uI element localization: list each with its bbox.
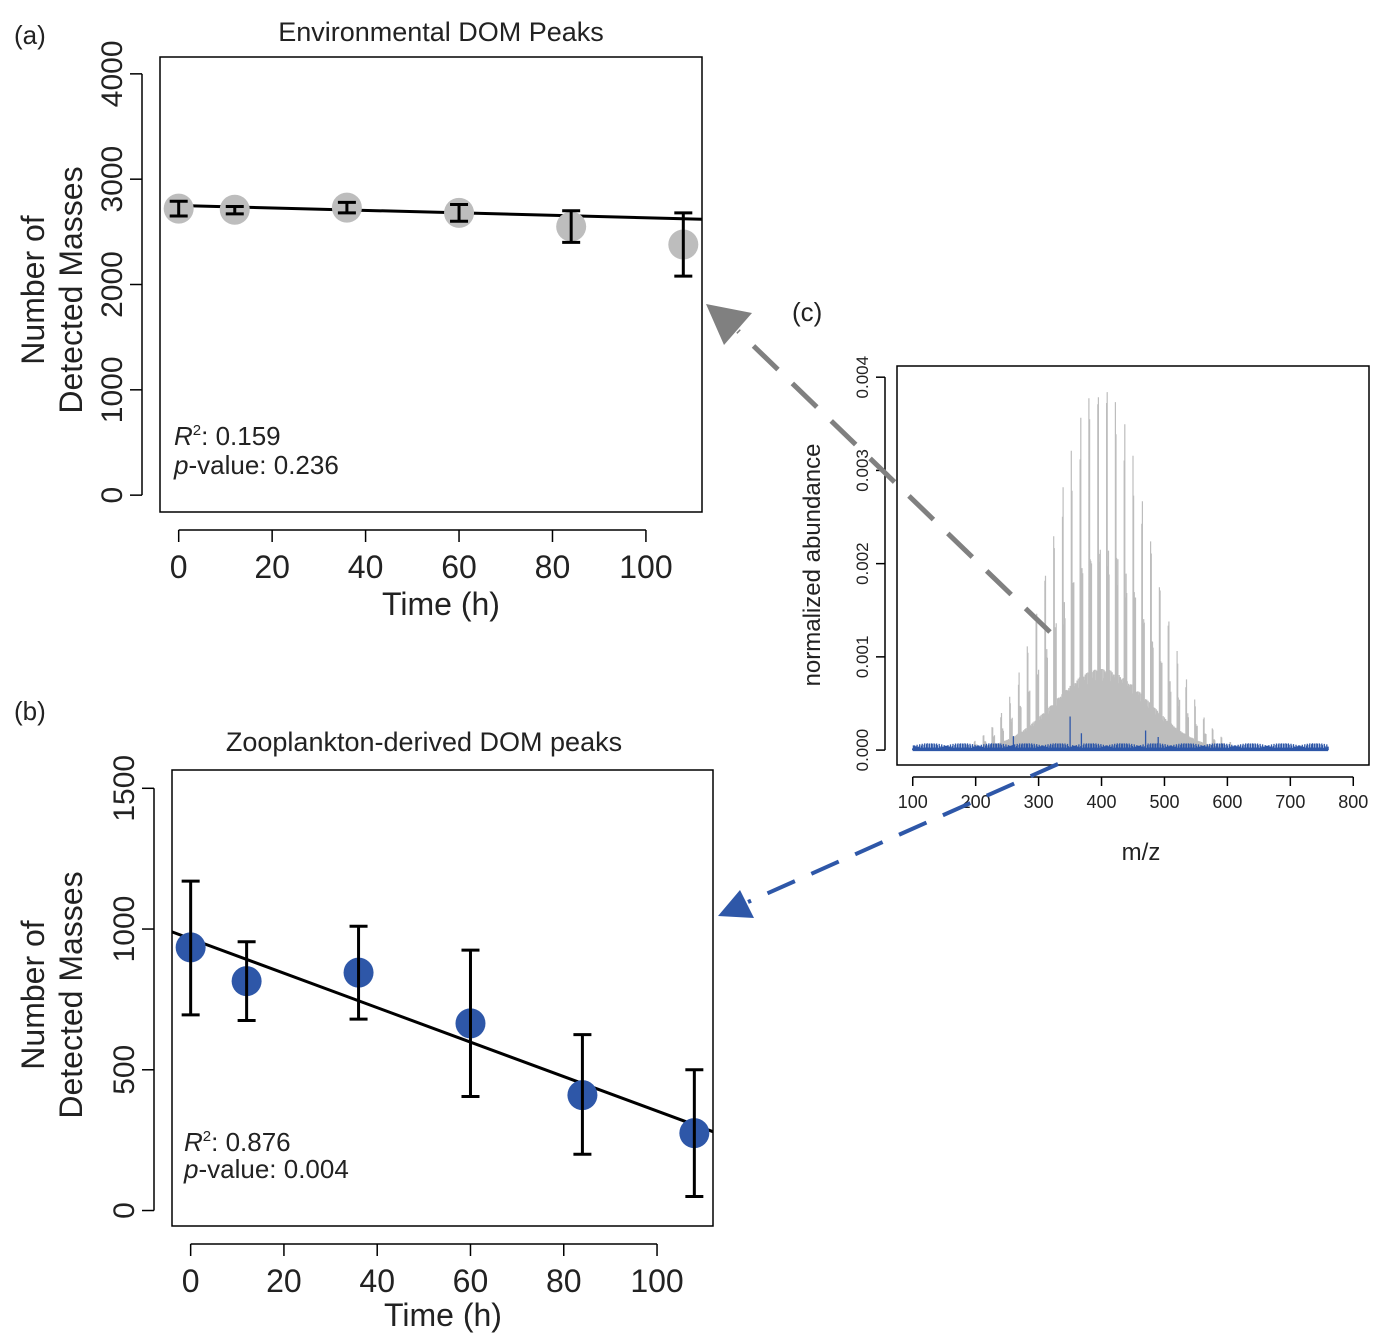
x-tick-label-a: 100 (619, 549, 672, 585)
x-tick-label-c: 300 (1024, 792, 1054, 812)
stats-p-b: p-value: 0.004 (183, 1154, 349, 1184)
x-tick-label-b: 80 (546, 1263, 582, 1299)
y-axis-label-a-line2: Detected Masses (53, 166, 89, 413)
stats-r2-b: R2: 0.876 (184, 1127, 291, 1157)
x-axis-label-c: m/z (1122, 839, 1161, 866)
x-tick-label-c: 400 (1087, 792, 1117, 812)
chart-c-axes: 100 200 300 400 500 600 700 800 0.000 0.001 0.002 0… (853, 356, 1370, 812)
y-tick-label-c: 0.004 (853, 356, 872, 399)
arrow-shaft-to-a (736, 329, 1052, 634)
x-tick-label-b: 60 (453, 1263, 489, 1299)
x-tick-label-c: 500 (1149, 792, 1179, 812)
y-axis-label-b-line2: Detected Masses (53, 871, 89, 1118)
x-tick-label-a: 40 (348, 549, 384, 585)
panel-label-a: (a) (14, 20, 46, 50)
x-axis-label-b: Time (h) (384, 1297, 502, 1333)
panel-label-c: (c) (792, 297, 822, 327)
arrow-shaft-to-b (747, 762, 1059, 904)
arrow-head-to-b (718, 890, 754, 918)
arrow-head-to-a (706, 304, 752, 345)
y-axis-label-a-line1: Number of (15, 215, 51, 365)
y-tick-label-b: 1500 (108, 755, 141, 822)
x-tick-label-a: 20 (254, 549, 290, 585)
x-tick-label-b: 40 (359, 1263, 395, 1299)
x-tick-label-a: 0 (170, 549, 188, 585)
regression-line-a (178, 204, 703, 221)
x-tick-label-b: 100 (630, 1263, 683, 1299)
chart-a-marks (163, 192, 703, 278)
x-tick-label-a: 80 (535, 549, 571, 585)
x-tick-label-c: 700 (1275, 792, 1305, 812)
x-axis-label-a: Time (h) (382, 586, 500, 622)
y-tick-label-c: 0.001 (853, 636, 872, 679)
regression-line-b (171, 930, 714, 1134)
x-tick-label-c: 100 (898, 792, 928, 812)
plot-frame-b (171, 769, 714, 1227)
chart-b-marks (171, 879, 714, 1198)
y-axis-label-c: normalized abundance (799, 444, 826, 687)
y-axis-label-b-line1: Number of (15, 920, 51, 1070)
plot-frame-a (159, 56, 703, 513)
x-tick-label-b: 0 (182, 1263, 200, 1299)
y-tick-label-a: 0 (96, 487, 129, 504)
stats-r2-a: R2: 0.159 (174, 421, 281, 451)
y-tick-label-a: 4000 (96, 40, 129, 107)
y-tick-label-c: 0.002 (853, 542, 872, 585)
x-tick-label-c: 800 (1338, 792, 1368, 812)
chart-title-b: Zooplankton-derived DOM peaks (226, 727, 622, 757)
y-tick-label-a: 2000 (96, 251, 129, 318)
spectrum-environmental (912, 392, 1329, 751)
y-tick-label-a: 3000 (96, 146, 129, 213)
y-tick-label-c: 0.000 (853, 729, 872, 772)
connector-arrows (706, 304, 1059, 918)
y-tick-label-a: 1000 (96, 356, 129, 423)
chart-c-marks (912, 392, 1329, 752)
plot-frame-c (896, 365, 1370, 766)
x-tick-label-b: 20 (266, 1263, 302, 1299)
chart-title-a: Environmental DOM Peaks (278, 17, 604, 47)
stats-p-a: p-value: 0.236 (173, 450, 339, 480)
y-tick-label-b: 500 (108, 1045, 141, 1095)
x-tick-label-a: 60 (441, 549, 477, 585)
y-tick-label-c: 0.003 (853, 449, 872, 492)
x-tick-label-c: 200 (961, 792, 991, 812)
panel-label-b: (b) (14, 696, 46, 726)
x-tick-label-c: 600 (1212, 792, 1242, 812)
y-tick-label-b: 0 (108, 1202, 141, 1219)
y-tick-label-b: 1000 (108, 896, 141, 963)
